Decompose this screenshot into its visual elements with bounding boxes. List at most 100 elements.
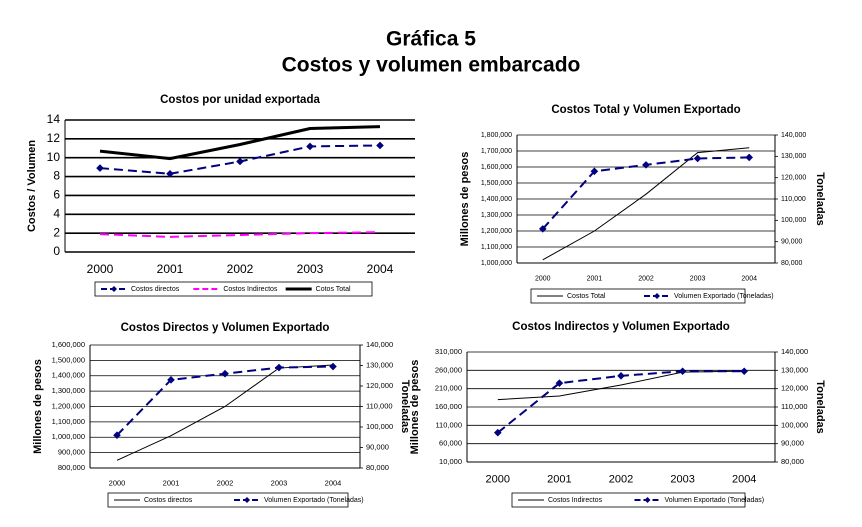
y-tick-label: 4 xyxy=(53,206,60,220)
series-line xyxy=(99,125,381,161)
x-tick-label: 2002 xyxy=(638,275,654,282)
legend-marker xyxy=(244,497,250,503)
y2-tick-label: 130,000 xyxy=(366,360,393,369)
x-tick-label: 2001 xyxy=(587,275,603,282)
y2-tick-label: 110,000 xyxy=(366,401,393,410)
y2-tick-label: 100,000 xyxy=(781,217,806,224)
point-marker xyxy=(693,154,702,163)
x-tick-label: 2003 xyxy=(690,275,706,282)
x-tick-label: 2004 xyxy=(732,473,756,485)
x-tick-label: 2004 xyxy=(741,275,757,282)
series-line xyxy=(116,364,334,461)
point-marker xyxy=(555,379,564,387)
legend-box xyxy=(511,492,746,508)
point-marker xyxy=(306,142,314,151)
point-marker xyxy=(167,376,175,384)
y2-tick-label: 90,000 xyxy=(781,239,803,246)
point-marker xyxy=(275,363,283,372)
y-tick-label: 110,000 xyxy=(435,420,462,429)
y2-tick-label: 90,000 xyxy=(366,442,389,451)
point-marker xyxy=(678,367,687,376)
y2-tick-label: 140,000 xyxy=(781,347,808,356)
y-tick-label: 0 xyxy=(53,244,60,258)
y-tick-label: 1,500,000 xyxy=(52,355,85,364)
y-tick-label: 1,500,000 xyxy=(481,180,512,187)
x-tick-label: 2003 xyxy=(297,262,324,276)
legend-marker xyxy=(111,286,117,292)
y-tick-label: 1,300,000 xyxy=(481,212,512,219)
y-tick-label: 8 xyxy=(53,169,60,183)
x-tick-label: 2001 xyxy=(547,473,571,485)
y2-axis-label: Toneladas xyxy=(814,172,826,226)
legend-label: Costos Indirectos xyxy=(223,286,278,293)
x-tick-label: 2000 xyxy=(535,275,551,282)
y-axis-label: Millones de pesos xyxy=(459,152,471,247)
y-axis-label: Costos / Volumen xyxy=(26,140,38,232)
point-marker xyxy=(236,157,244,166)
y2-tick-label: 130,000 xyxy=(781,365,808,374)
y2-tick-label: 80,000 xyxy=(366,463,389,472)
x-tick-label: 2004 xyxy=(325,479,342,488)
y2-tick-label: 80,000 xyxy=(781,457,804,466)
chart-title: Costos Total y Volumen Exportado xyxy=(551,104,740,116)
x-tick-label: 2004 xyxy=(367,262,394,276)
y2-tick-label: 110,000 xyxy=(781,196,806,203)
y2-tick-label: 120,000 xyxy=(366,381,393,390)
legend-marker xyxy=(654,293,660,299)
legend-label: Costos Total xyxy=(567,293,606,300)
y2-tick-label: 140,000 xyxy=(781,132,806,139)
y2-tick-label: 120,000 xyxy=(781,384,808,393)
chart-title: Costos por unidad exportada xyxy=(160,94,320,106)
y-tick-label: 900,000 xyxy=(58,448,85,457)
point-marker xyxy=(113,431,121,439)
point-marker xyxy=(494,428,502,437)
y2-tick-label: 140,000 xyxy=(366,340,393,349)
point-marker xyxy=(590,167,599,176)
y2-tick-label: 100,000 xyxy=(366,422,393,431)
x-tick-label: 2002 xyxy=(217,479,234,488)
y-tick-label: 210,000 xyxy=(435,384,462,393)
legend-label: Volumen Exportado (Toneladas) xyxy=(264,497,364,504)
chart-title: Costos Indirectos y Volumen Exportado xyxy=(512,321,730,333)
y-axis-label: Millones de pesos xyxy=(32,359,44,454)
point-marker xyxy=(740,367,748,376)
y-tick-label: 60,000 xyxy=(439,439,462,448)
y-tick-label: 1,200,000 xyxy=(52,401,85,410)
x-tick-label: 2003 xyxy=(670,473,694,485)
legend-label: Volumen Exportado (Toneladas) xyxy=(674,293,774,300)
y2-tick-label: 80,000 xyxy=(781,260,803,267)
page-subtitle: Costos y volumen embarcado xyxy=(282,54,581,77)
x-tick-label: 2002 xyxy=(609,473,633,485)
point-marker xyxy=(329,362,337,371)
legend-box xyxy=(94,281,373,297)
x-tick-label: 2001 xyxy=(157,262,184,276)
legend-box xyxy=(530,288,746,304)
y-axis-label: Millones de pesos xyxy=(409,360,421,455)
legend-label: Cotos Total xyxy=(316,286,351,293)
y-tick-label: 160,000 xyxy=(435,402,462,411)
y-tick-label: 1,100,000 xyxy=(52,417,85,426)
legend-label: Costos directos xyxy=(131,286,180,293)
legend-label: Costos Indirectos xyxy=(548,497,603,504)
y2-tick-label: 110,000 xyxy=(781,402,808,411)
x-tick-label: 2000 xyxy=(109,479,126,488)
page-title: Gráfica 5 xyxy=(386,28,476,51)
legend-marker xyxy=(644,497,651,503)
y-tick-label: 1,600,000 xyxy=(52,340,85,349)
point-marker xyxy=(221,369,229,378)
y-tick-label: 6 xyxy=(53,188,60,202)
y2-tick-label: 100,000 xyxy=(781,420,808,429)
x-tick-label: 2000 xyxy=(486,473,510,485)
y-tick-label: 1,200,000 xyxy=(481,228,512,235)
y-tick-label: 1,600,000 xyxy=(481,164,512,171)
point-marker xyxy=(539,225,547,233)
point-marker xyxy=(376,141,384,150)
y-tick-label: 1,400,000 xyxy=(52,371,85,380)
y-tick-label: 10 xyxy=(47,150,61,164)
point-marker xyxy=(617,372,625,380)
y-tick-label: 310,000 xyxy=(435,347,462,356)
legend-box xyxy=(107,492,349,508)
y-tick-label: 10,000 xyxy=(439,457,462,466)
